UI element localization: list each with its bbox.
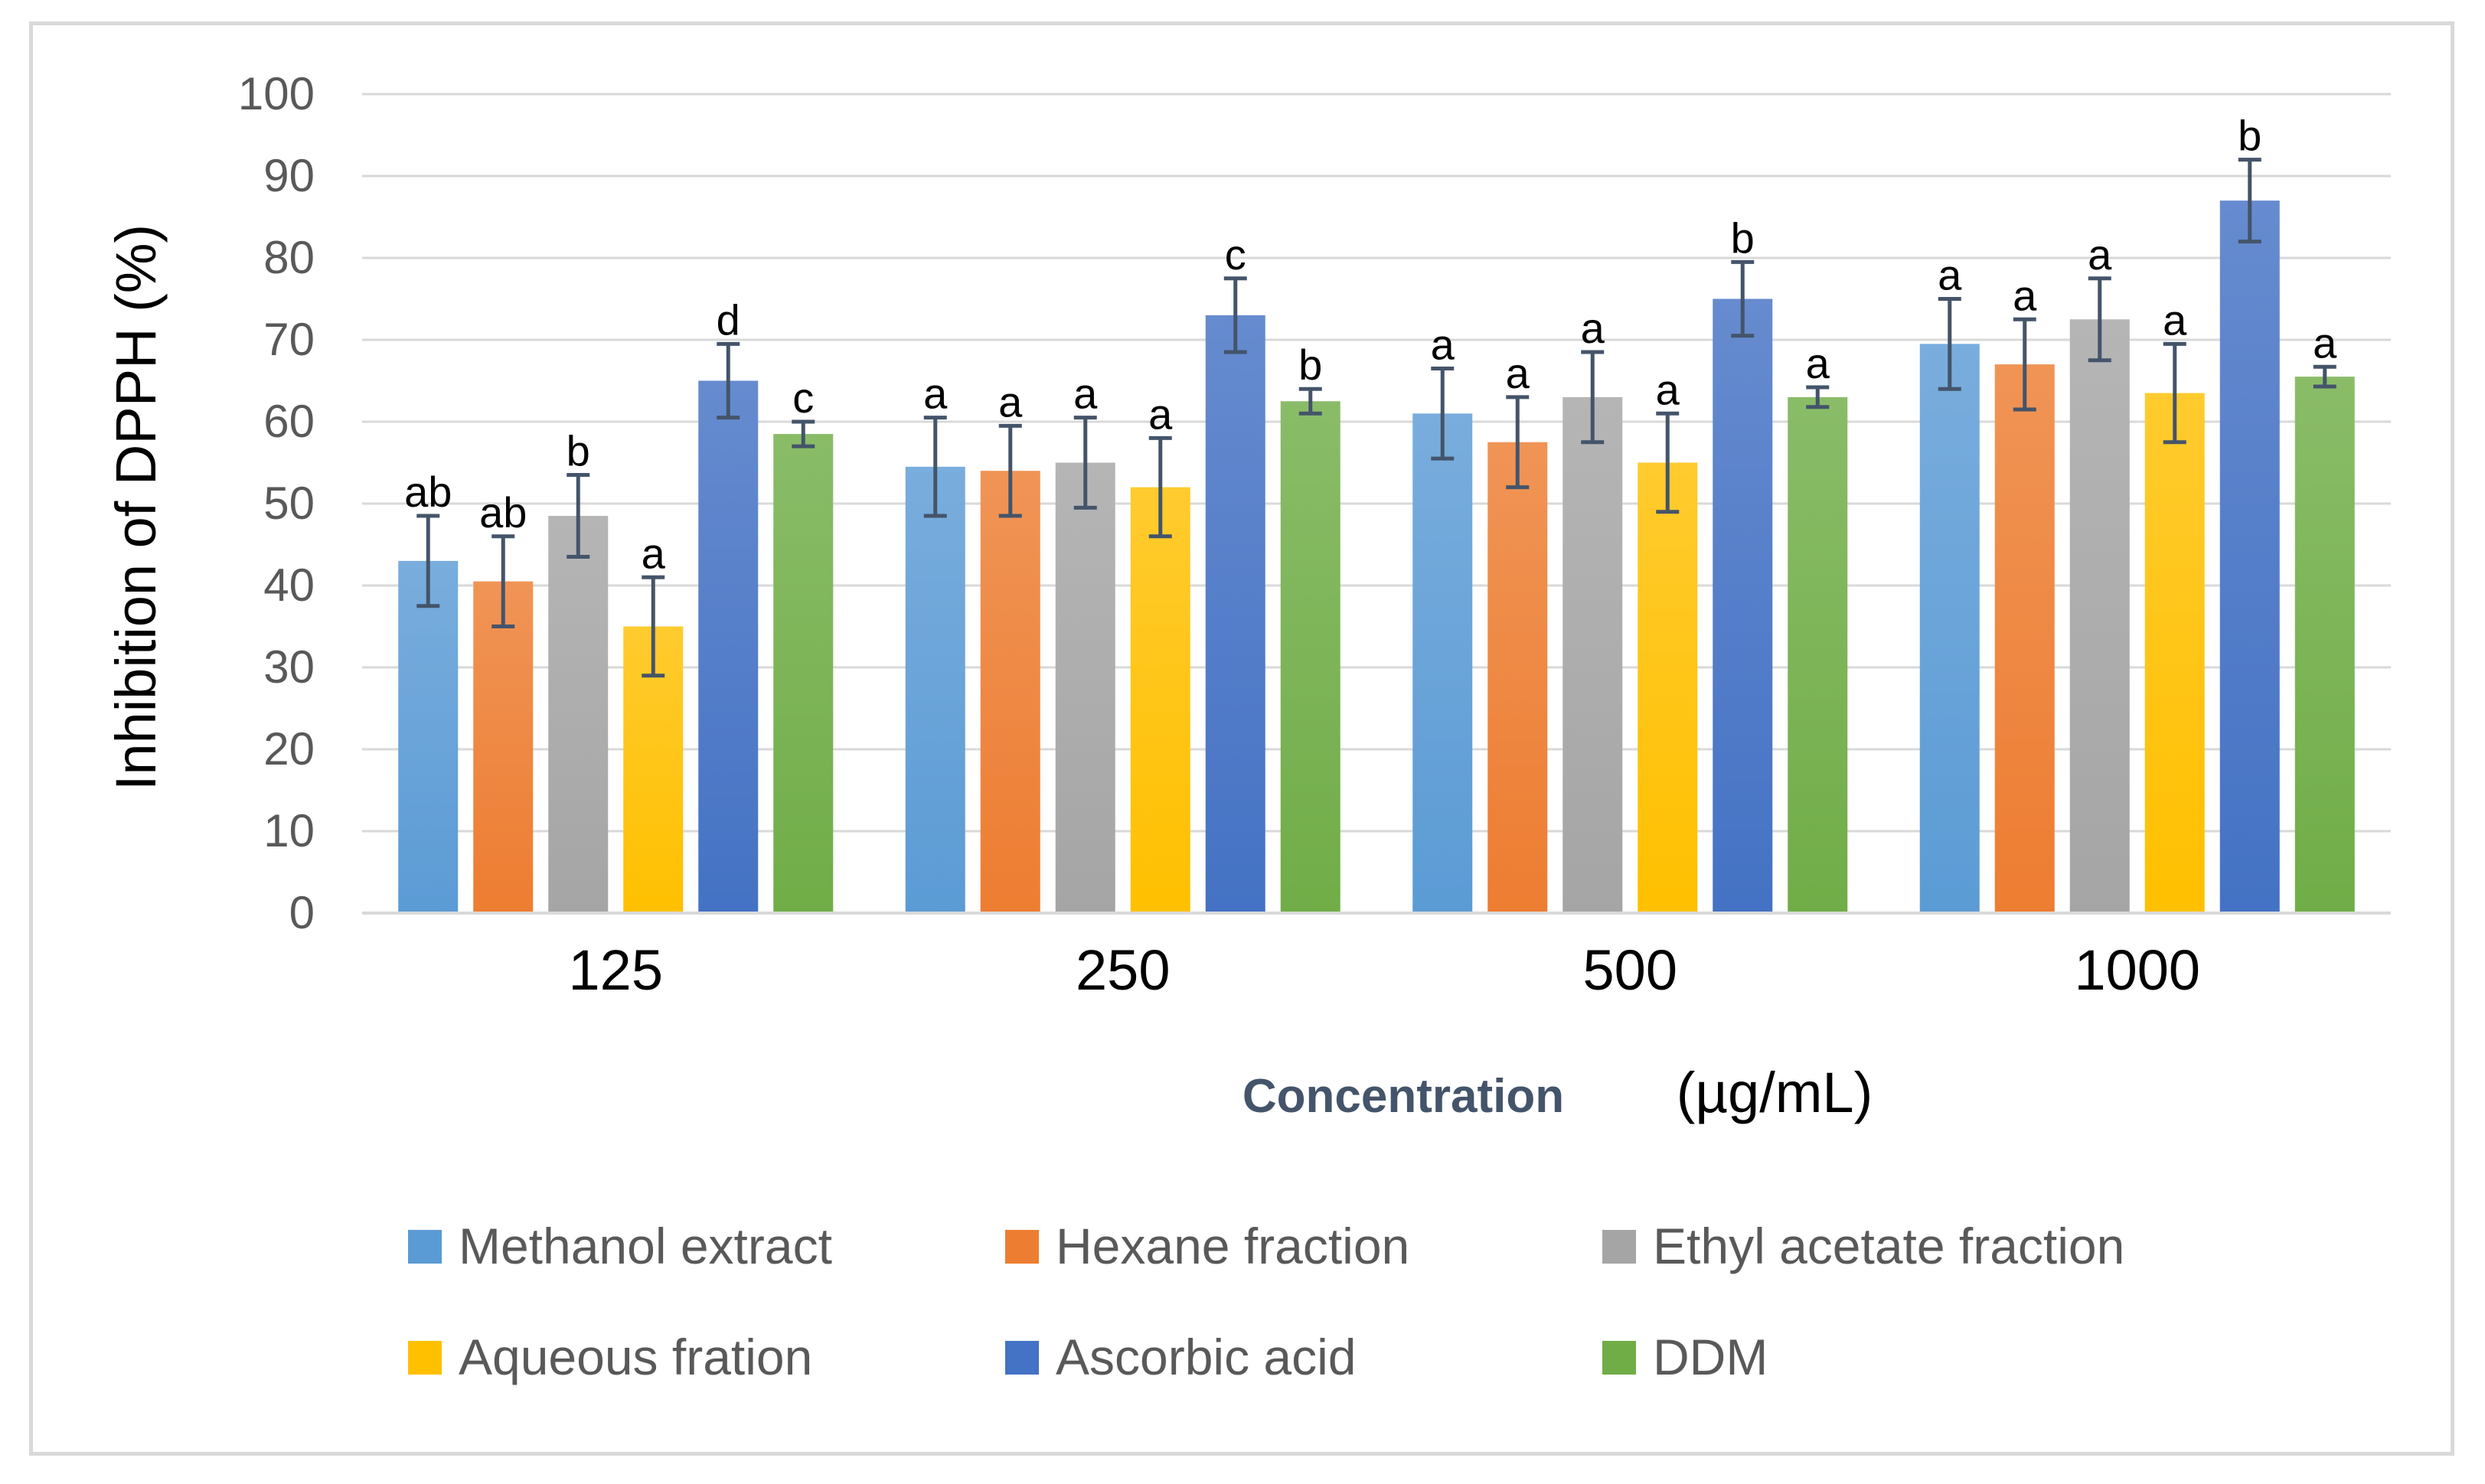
legend-label: Ascorbic acid <box>1056 1329 1357 1385</box>
bar <box>473 581 534 913</box>
bar <box>905 466 965 913</box>
bar <box>2144 393 2205 913</box>
bar <box>1563 396 1623 913</box>
bar <box>980 471 1040 913</box>
y-tick-label: 20 <box>263 723 315 775</box>
bar <box>1638 462 1698 913</box>
significance-label: b <box>2238 112 2261 160</box>
significance-label: a <box>1073 370 1098 418</box>
significance-label: d <box>717 295 740 344</box>
legend-label: DDM <box>1653 1329 1768 1385</box>
y-tick-label: 80 <box>263 232 315 283</box>
significance-label: b <box>567 427 590 475</box>
significance-label: c <box>1225 230 1246 279</box>
significance-label: a <box>1806 339 1830 387</box>
bar <box>1487 442 1548 913</box>
bar <box>1055 462 1115 913</box>
legend-swatch <box>1005 1230 1039 1264</box>
bar <box>1205 315 1265 913</box>
bar <box>773 434 834 913</box>
y-tick-label: 90 <box>263 150 315 201</box>
significance-label: a <box>642 529 666 577</box>
y-tick-label: 0 <box>289 887 315 938</box>
bar <box>1788 396 1848 913</box>
bar <box>1280 401 1340 913</box>
significance-label: c <box>792 373 814 422</box>
bar <box>398 560 459 913</box>
significance-label: a <box>2088 230 2112 279</box>
x-axis-unit: (µg/mL) <box>1677 1061 1873 1124</box>
x-axis-title: Concentration <box>1242 1070 1564 1123</box>
legend-swatch <box>1602 1230 1636 1264</box>
significance-label: a <box>2313 318 2337 367</box>
significance-label: ab <box>404 468 452 516</box>
y-axis-title: Inhibition of DPPH (%) <box>104 224 168 791</box>
bar <box>1412 413 1473 913</box>
bar <box>1130 487 1190 913</box>
bar <box>548 516 609 913</box>
significance-label: a <box>2163 295 2187 344</box>
chart-frame: 0 10 20 30 40 50 60 70 80 90 100 ab ab b a d c 125 a a a a c b 2… <box>29 21 2454 1456</box>
significance-label: a <box>1656 365 1680 413</box>
x-tick-label: 1000 <box>2074 938 2200 1002</box>
bar <box>698 380 759 913</box>
significance-label: a <box>2013 271 2037 319</box>
legend-swatch <box>1005 1341 1039 1375</box>
significance-label: a <box>1581 304 1605 352</box>
x-tick-label: 250 <box>1076 938 1170 1002</box>
significance-label: b <box>1298 341 1322 389</box>
legend-swatch <box>408 1341 442 1375</box>
y-tick-label: 50 <box>263 478 315 529</box>
significance-label: a <box>923 370 948 418</box>
y-tick-label: 70 <box>263 314 315 365</box>
y-tick-label: 40 <box>263 559 315 611</box>
significance-label: ab <box>479 488 527 537</box>
significance-label: a <box>1431 320 1455 368</box>
legend-swatch <box>408 1230 442 1264</box>
bar <box>2294 377 2355 913</box>
legend-label: Hexane fraction <box>1056 1218 1409 1274</box>
bar <box>1994 364 2055 914</box>
significance-label: b <box>1731 214 1755 262</box>
significance-label: a <box>1938 251 1962 299</box>
legend-label: Methanol extract <box>459 1218 832 1274</box>
significance-label: a <box>1506 349 1530 397</box>
legend-swatch <box>1602 1341 1636 1375</box>
significance-label: a <box>998 377 1023 426</box>
y-tick-label: 30 <box>263 641 315 693</box>
y-tick-label: 100 <box>238 68 315 119</box>
x-tick-label: 500 <box>1583 938 1677 1002</box>
bar <box>2069 319 2130 913</box>
y-tick-label: 60 <box>263 396 315 447</box>
legend-label: Ethyl acetate fraction <box>1653 1218 2124 1274</box>
y-tick-label: 10 <box>263 805 315 856</box>
legend-label: Aqueous fration <box>459 1329 812 1385</box>
x-tick-label: 125 <box>569 938 663 1002</box>
bar <box>1713 298 1773 913</box>
significance-label: a <box>1148 390 1173 438</box>
bar <box>2219 201 2280 914</box>
bar <box>1919 344 1980 914</box>
